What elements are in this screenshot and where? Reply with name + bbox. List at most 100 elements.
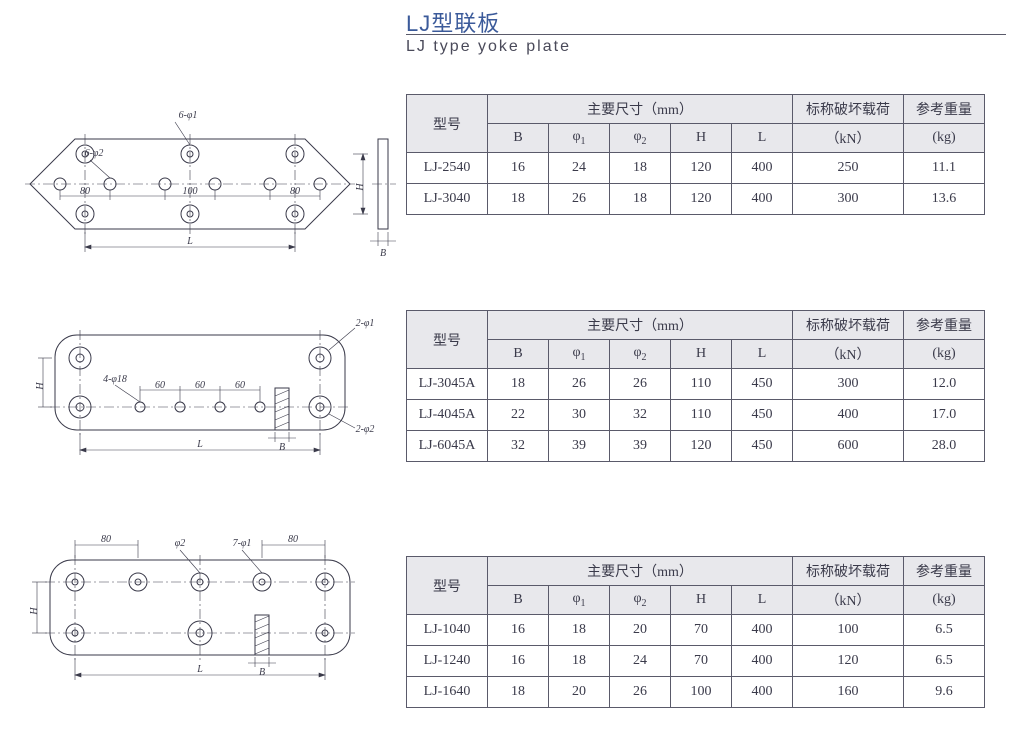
cell-H: 120 <box>671 431 732 462</box>
cell-L: 400 <box>732 184 793 215</box>
cell-phi2: 26 <box>610 369 671 400</box>
cell-model: LJ-1240 <box>407 646 488 677</box>
dim-L2: L <box>196 439 203 450</box>
cell-H: 70 <box>671 646 732 677</box>
hdr-phi1: φ1 <box>549 586 610 615</box>
cell-load: 300 <box>793 369 904 400</box>
hdr-phi2: φ2 <box>610 124 671 153</box>
cell-phi2: 18 <box>610 184 671 215</box>
dim-60a: 60 <box>155 380 165 391</box>
hdr-model: 型号 <box>407 95 488 153</box>
hdr-weight-unit: (kg) <box>904 340 985 369</box>
cell-model: LJ-2540 <box>407 153 488 184</box>
cell-B: 18 <box>488 369 549 400</box>
hdr-weight-unit: (kg) <box>904 586 985 615</box>
dim-B3: B <box>259 667 265 678</box>
diagram-1: 6-φ1 6-φ2 80 100 80 L H B <box>20 104 400 264</box>
hdr-load-unit: （kN） <box>793 340 904 369</box>
cell-weight: 9.6 <box>904 677 985 708</box>
cell-B: 18 <box>488 184 549 215</box>
cell-load: 400 <box>793 400 904 431</box>
dim-H2: H <box>35 382 46 391</box>
table-row: LJ-6045A32393912045060028.0 <box>407 431 985 462</box>
hdr-weight-unit: (kg) <box>904 124 985 153</box>
cell-weight: 6.5 <box>904 615 985 646</box>
diagram-2: 2-φ1 2-φ2 4-φ18 60 60 60 L H B <box>20 310 400 470</box>
label-2phi2: 2-φ2 <box>356 424 375 435</box>
hdr-model: 型号 <box>407 311 488 369</box>
cell-H: 120 <box>671 153 732 184</box>
cell-B: 18 <box>488 677 549 708</box>
cell-weight: 11.1 <box>904 153 985 184</box>
cell-B: 16 <box>488 153 549 184</box>
cell-model: LJ-1640 <box>407 677 488 708</box>
dim-B2: B <box>279 442 285 453</box>
title-english: LJ type yoke plate <box>406 38 571 56</box>
table-row: LJ-1040161820704001006.5 <box>407 615 985 646</box>
cell-H: 100 <box>671 677 732 708</box>
cell-phi2: 18 <box>610 153 671 184</box>
label-2phi1: 2-φ1 <box>356 318 375 329</box>
cell-H: 110 <box>671 400 732 431</box>
hdr-phi1: φ1 <box>549 124 610 153</box>
cell-H: 110 <box>671 369 732 400</box>
spec-table-1: 型号主要尺寸（mm）标称破坏载荷参考重量Bφ1φ2HL（kN）(kg)LJ-25… <box>406 94 985 215</box>
cell-phi2: 39 <box>610 431 671 462</box>
cell-L: 400 <box>732 646 793 677</box>
cell-L: 450 <box>732 431 793 462</box>
table-row: LJ-16401820261004001609.6 <box>407 677 985 708</box>
label-6phi2: 6-φ2 <box>85 148 104 159</box>
hdr-L: L <box>732 124 793 153</box>
hdr-load-unit: （kN） <box>793 124 904 153</box>
cell-model: LJ-3040 <box>407 184 488 215</box>
cell-phi1: 26 <box>549 369 610 400</box>
hdr-B: B <box>488 586 549 615</box>
hdr-B: B <box>488 124 549 153</box>
hdr-load: 标称破坏载荷 <box>793 95 904 124</box>
spec-table-2: 型号主要尺寸（mm）标称破坏载荷参考重量Bφ1φ2HL（kN）(kg)LJ-30… <box>406 310 985 462</box>
hdr-load: 标称破坏载荷 <box>793 557 904 586</box>
dim-60b: 60 <box>195 380 205 391</box>
hdr-L: L <box>732 586 793 615</box>
dim-80b3: 80 <box>288 534 298 545</box>
cell-model: LJ-1040 <box>407 615 488 646</box>
cell-phi1: 18 <box>549 615 610 646</box>
cell-weight: 28.0 <box>904 431 985 462</box>
cell-load: 250 <box>793 153 904 184</box>
cell-H: 120 <box>671 184 732 215</box>
hdr-H: H <box>671 124 732 153</box>
cell-phi2: 26 <box>610 677 671 708</box>
hdr-main-dim: 主要尺寸（mm） <box>488 311 793 340</box>
cell-weight: 6.5 <box>904 646 985 677</box>
cell-phi2: 24 <box>610 646 671 677</box>
hdr-load: 标称破坏载荷 <box>793 311 904 340</box>
label-6phi1: 6-φ1 <box>179 110 198 121</box>
cell-model: LJ-3045A <box>407 369 488 400</box>
cell-H: 70 <box>671 615 732 646</box>
dim-L3: L <box>196 664 203 675</box>
hdr-load-unit: （kN） <box>793 586 904 615</box>
dim-80a: 80 <box>80 186 90 197</box>
hdr-weight: 参考重量 <box>904 95 985 124</box>
cell-weight: 17.0 <box>904 400 985 431</box>
diagram-3: 80 80 φ2 7-φ1 L H B <box>20 520 400 690</box>
cell-phi1: 18 <box>549 646 610 677</box>
cell-L: 400 <box>732 677 793 708</box>
hdr-phi2: φ2 <box>610 340 671 369</box>
hdr-model: 型号 <box>407 557 488 615</box>
cell-B: 16 <box>488 646 549 677</box>
table-row: LJ-4045A22303211045040017.0 <box>407 400 985 431</box>
cell-L: 450 <box>732 369 793 400</box>
hdr-weight: 参考重量 <box>904 311 985 340</box>
table-row: LJ-254016241812040025011.1 <box>407 153 985 184</box>
cell-B: 22 <box>488 400 549 431</box>
cell-B: 32 <box>488 431 549 462</box>
dim-80a3: 80 <box>101 534 111 545</box>
dim-80b: 80 <box>290 186 300 197</box>
cell-phi1: 26 <box>549 184 610 215</box>
table-row: LJ-3045A18262611045030012.0 <box>407 369 985 400</box>
dim-60c: 60 <box>235 380 245 391</box>
hdr-weight: 参考重量 <box>904 557 985 586</box>
title-underline <box>406 34 1006 35</box>
cell-phi1: 24 <box>549 153 610 184</box>
